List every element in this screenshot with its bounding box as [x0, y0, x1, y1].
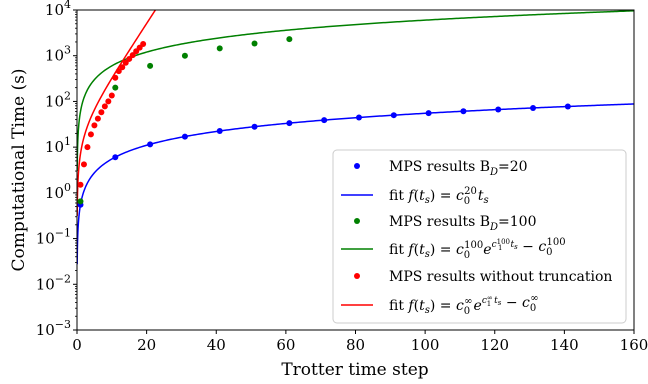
data-point	[495, 106, 502, 113]
data-point	[181, 52, 188, 59]
fit-line-2	[77, 10, 157, 216]
data-point	[77, 198, 84, 205]
series-layer	[77, 10, 634, 265]
data-point	[140, 41, 147, 48]
fit-line-1	[77, 10, 634, 172]
y-tick-label: 104	[45, 0, 71, 19]
data-point	[216, 128, 223, 135]
data-point	[321, 117, 328, 124]
data-point	[122, 59, 129, 66]
data-point	[564, 103, 571, 110]
data-point	[105, 98, 112, 105]
legend: MPS results BD=20 fit f(ts) = c020ts MPS…	[332, 149, 627, 324]
y-tick-label: 103	[45, 44, 71, 65]
data-point	[91, 122, 98, 129]
data-point	[147, 141, 154, 148]
x-tick-label: 100	[411, 336, 440, 354]
x-tick-label: 80	[346, 336, 365, 354]
x-tick-label: 160	[620, 336, 648, 354]
data-point	[80, 161, 87, 168]
legend-marker-bd20	[354, 163, 360, 169]
data-point	[94, 115, 101, 122]
y-tick-label: 100	[45, 181, 71, 202]
data-point	[112, 154, 119, 161]
data-point	[390, 112, 397, 119]
data-point	[77, 181, 84, 188]
legend-label-bd100-fit: fit f(ts) = c0100ec100 1 ts − c0100	[389, 237, 566, 261]
legend-marker-bd100	[354, 218, 360, 224]
x-tick-label: 140	[550, 336, 579, 354]
legend-label-bd20: MPS results BD=20	[389, 159, 528, 178]
data-point	[119, 64, 126, 71]
data-point	[87, 131, 94, 138]
y-tick-label: 102	[45, 89, 71, 110]
data-point	[460, 108, 467, 115]
x-axis-label: Trotter time step	[281, 360, 428, 380]
y-tick-label: 10−3	[36, 318, 71, 339]
data-point	[129, 52, 136, 59]
y-tick-label: 10−2	[36, 272, 71, 293]
data-point	[425, 110, 432, 117]
data-point	[251, 123, 258, 130]
legend-label-bd100: MPS results BD=100	[389, 214, 537, 233]
legend-label-full: MPS results without truncation	[389, 269, 612, 285]
x-tick-label: 120	[480, 336, 509, 354]
y-tick-label: 101	[45, 135, 71, 156]
data-point	[286, 36, 293, 43]
data-point	[84, 144, 91, 151]
data-point	[181, 133, 188, 140]
data-point	[147, 62, 154, 69]
legend-label-full-fit: fit f(ts) = c0∞ec∞ 1 ts − c0∞	[389, 293, 539, 317]
data-point	[112, 74, 119, 81]
data-point	[115, 68, 122, 75]
data-point	[286, 120, 293, 127]
y-axis: 10−3 10−2 10−1 100 101 102 103 104	[36, 0, 77, 339]
x-tick-label: 60	[276, 336, 295, 354]
x-tick-label: 40	[207, 336, 226, 354]
y-tick-label: 10−1	[36, 227, 71, 248]
legend-label-bd20-fit: fit f(ts) = c020ts	[389, 186, 489, 207]
legend-box	[332, 149, 627, 324]
data-point	[98, 109, 105, 116]
y-axis-label: Computational Time (s)	[9, 69, 29, 272]
data-point	[108, 92, 115, 99]
data-point	[530, 104, 537, 111]
legend-marker-full	[354, 273, 360, 279]
data-point	[101, 103, 108, 110]
data-point	[126, 55, 133, 62]
data-point	[216, 45, 223, 52]
data-point	[251, 40, 258, 47]
x-tick-label: 20	[137, 336, 156, 354]
data-point	[112, 84, 119, 91]
x-axis: 0 20 40 60 80 100 120 140 160	[72, 330, 648, 354]
data-point	[355, 114, 362, 121]
x-tick-label: 0	[72, 336, 82, 354]
